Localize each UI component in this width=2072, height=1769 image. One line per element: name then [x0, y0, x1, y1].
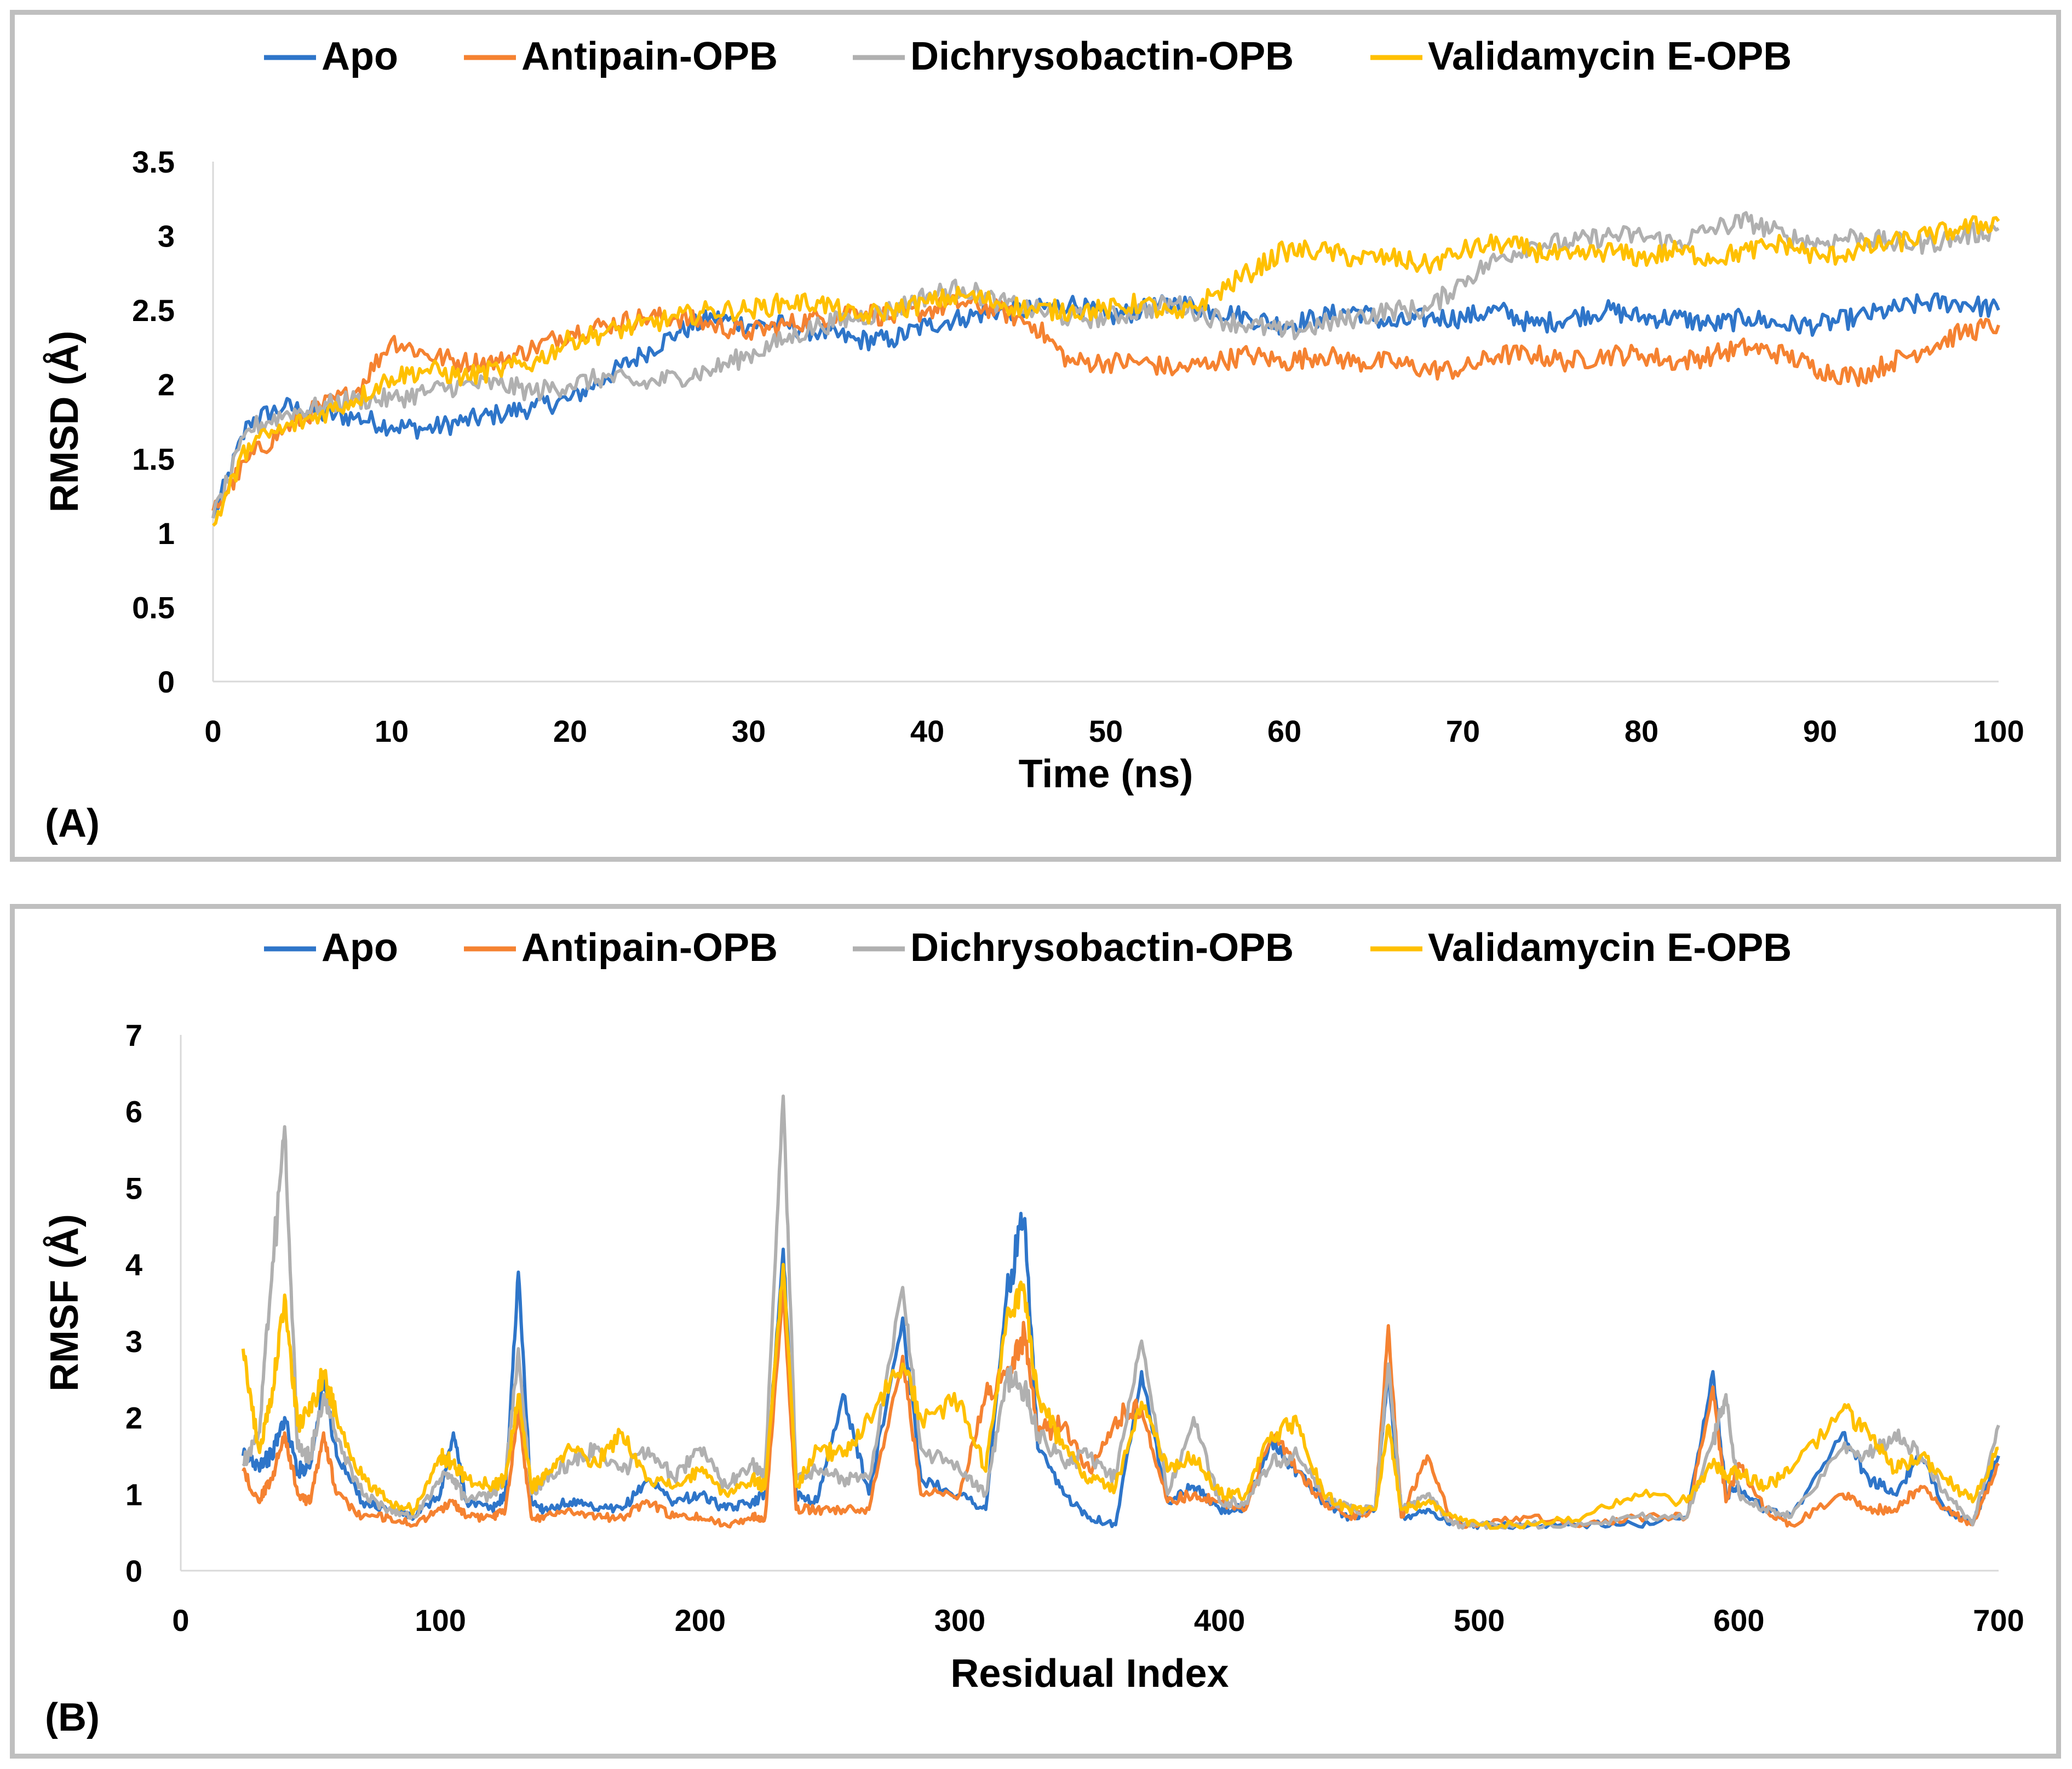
x-tick-label: 300 [934, 1603, 985, 1638]
y-axis-title: RMSD (Å) [43, 331, 87, 513]
legend-label: Antipain-OPB [521, 35, 778, 78]
y-tick-label: 2 [125, 1401, 142, 1435]
y-axis-title: RMSF (Å) [43, 1214, 87, 1392]
rmsf-chart-panel: 0 1 2 3 4 5 6 7 0 100 200 300 400 500 600 700 Residual I… [10, 904, 2061, 1759]
x-tick-label: 40 [910, 714, 944, 748]
y-tick-label: 1 [125, 1477, 142, 1512]
panel-label: (B) [45, 1696, 100, 1739]
legend-entry: Apo [264, 926, 398, 970]
x-axis-title: Time (ns) [1019, 752, 1193, 796]
legend-entry: Dichrysobactin-OPB [853, 35, 1294, 78]
y-tick-label: 5 [125, 1171, 142, 1205]
x-tick-label: 0 [172, 1603, 189, 1638]
series-line-dichrysobactin-opb [211, 211, 2000, 519]
y-tick-label: 3.5 [132, 145, 175, 179]
x-tick-label: 100 [415, 1603, 466, 1638]
y-tick-label: 0 [158, 665, 175, 699]
legend-entry: Validamycin E-OPB [1370, 35, 1792, 78]
y-tick-label: 0 [125, 1554, 142, 1588]
y-tick-label: 3 [125, 1324, 142, 1359]
x-tick-label: 50 [1089, 714, 1123, 748]
legend-entry: Antipain-OPB [464, 35, 778, 78]
x-tick-label: 0 [204, 714, 221, 748]
y-tick-label: 6 [125, 1095, 142, 1129]
y-tick-label: 2.5 [132, 293, 175, 328]
series-line-dichrysobactin-opb [242, 1094, 2000, 1530]
legend-entry: Antipain-OPB [464, 926, 778, 970]
x-tick-label: 400 [1194, 1603, 1245, 1638]
rmsd-chart-panel: 0 0.5 1 1.5 2 2.5 3 3.5 0 10 20 30 40 50 60 70 80 90 100 Ti… [10, 10, 2061, 862]
legend-label: Antipain-OPB [521, 926, 778, 970]
x-tick-label: 60 [1267, 714, 1301, 748]
legend-entry: Dichrysobactin-OPB [853, 926, 1294, 970]
y-tick-label: 2 [158, 368, 175, 402]
y-tick-label: 0.5 [132, 590, 175, 625]
legend-label: Dichrysobactin-OPB [910, 926, 1294, 970]
rmsd-chart-svg: 0 0.5 1 1.5 2 2.5 3 3.5 0 10 20 30 40 50 60 70 80 90 100 Ti… [43, 35, 2024, 845]
x-tick-label: 100 [1973, 714, 2024, 748]
series-line-validamycin-e-opb [211, 215, 2000, 527]
legend-label: Validamycin E-OPB [1428, 35, 1792, 78]
x-tick-label: 600 [1713, 1603, 1764, 1638]
x-tick-label: 700 [1973, 1603, 2024, 1638]
legend-label: Dichrysobactin-OPB [910, 35, 1294, 78]
legend-entry: Apo [264, 35, 398, 78]
rmsf-chart-svg: 0 1 2 3 4 5 6 7 0 100 200 300 400 500 600 700 Residual I… [43, 926, 2024, 1739]
legend-entry: Validamycin E-OPB [1370, 926, 1792, 970]
legend-label: Apo [322, 35, 398, 78]
series-line-apo [211, 292, 2000, 519]
x-tick-label: 90 [1803, 714, 1837, 748]
y-tick-label: 3 [158, 219, 175, 254]
y-tick-label: 7 [125, 1018, 142, 1052]
x-tick-label: 70 [1446, 714, 1480, 748]
y-tick-label: 1 [158, 516, 175, 551]
x-tick-label: 200 [675, 1603, 726, 1638]
x-tick-label: 30 [732, 714, 766, 748]
x-tick-label: 80 [1625, 714, 1658, 748]
series-line-antipain-opb [211, 293, 2000, 511]
legend-label: Validamycin E-OPB [1428, 926, 1792, 970]
x-tick-label: 500 [1454, 1603, 1505, 1638]
x-tick-label: 10 [375, 714, 409, 748]
y-tick-label: 1.5 [132, 442, 175, 476]
x-tick-label: 20 [553, 714, 587, 748]
panel-label: (A) [45, 802, 100, 845]
legend-label: Apo [322, 926, 398, 970]
y-tick-label: 4 [125, 1247, 142, 1282]
series-line-validamycin-e-opb [241, 1263, 1999, 1530]
x-axis-title: Residual Index [950, 1652, 1229, 1696]
